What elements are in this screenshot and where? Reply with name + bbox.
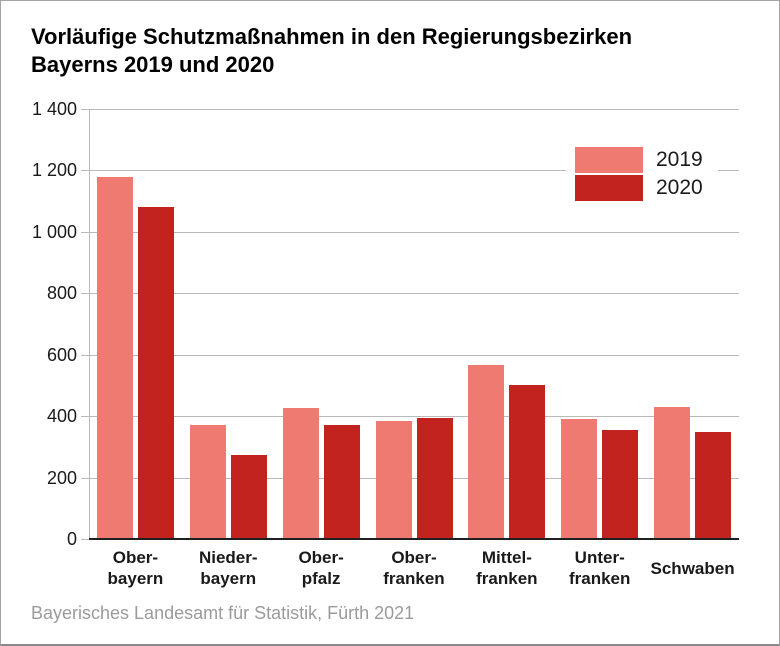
x-axis-label-mittelfranken: Mittel-franken bbox=[460, 545, 553, 591]
gridline bbox=[89, 293, 739, 295]
x-axis-label-oberfranken: Ober-franken bbox=[368, 545, 461, 591]
legend-swatch-2020 bbox=[575, 175, 643, 201]
legend-swatch-2019 bbox=[575, 147, 643, 173]
x-axis-label-line: bayern bbox=[200, 569, 257, 588]
x-axis-label-line: franken bbox=[476, 569, 538, 588]
y-axis-tick-label: 200 bbox=[46, 467, 77, 488]
bar-2020-oberfranken bbox=[416, 417, 453, 539]
gridline bbox=[89, 170, 739, 172]
bar-2020-oberbayern bbox=[137, 207, 174, 539]
y-axis-tick bbox=[81, 231, 89, 233]
bar-2019-oberfranken bbox=[375, 420, 412, 539]
x-axis-label-schwaben: Schwaben bbox=[646, 545, 739, 591]
y-axis-tick-label: 1 000 bbox=[31, 221, 77, 242]
x-axis-label-niederbayern: Nieder-bayern bbox=[182, 545, 275, 591]
x-axis-label-line: Mittel- bbox=[481, 548, 532, 567]
y-axis-tick-label: 1 400 bbox=[31, 99, 77, 119]
y-axis-tick bbox=[81, 416, 89, 418]
x-axis-line bbox=[89, 538, 739, 540]
y-axis-tick-label: 600 bbox=[46, 344, 77, 365]
gridline bbox=[89, 231, 739, 233]
legend-label-2020: 2020 bbox=[656, 176, 703, 199]
bar-2019-schwaben bbox=[654, 406, 691, 539]
x-axis-label-line: bayern bbox=[107, 569, 164, 588]
chart-title: Vorläufige Schutzmaßnahmen in den Regier… bbox=[31, 23, 632, 79]
x-axis-label-line: pfalz bbox=[301, 569, 341, 588]
gridline bbox=[89, 354, 739, 356]
y-axis-tick bbox=[81, 539, 89, 540]
gridline bbox=[89, 416, 739, 418]
bar-2020-unterfranken bbox=[602, 429, 639, 539]
source-note: Bayerisches Landesamt für Statistik, Für… bbox=[31, 603, 415, 623]
bar-2019-oberpfalz bbox=[282, 408, 319, 539]
bar-2020-oberpfalz bbox=[323, 425, 360, 539]
y-axis-tick-label: 800 bbox=[46, 283, 77, 304]
x-axis-label-line: Nieder- bbox=[198, 548, 258, 567]
y-axis-tick-label: 1 200 bbox=[31, 160, 77, 181]
chart-title-line-2: Bayerns 2019 und 2020 bbox=[31, 52, 275, 77]
x-axis-label-line: franken bbox=[568, 569, 631, 588]
y-axis-line bbox=[89, 109, 90, 539]
legend-entry-2019: 2019 bbox=[575, 147, 718, 174]
bar-2019-oberbayern bbox=[96, 176, 133, 539]
bar-2019-mittelfranken bbox=[468, 365, 505, 539]
bar-2020-schwaben bbox=[695, 431, 732, 539]
x-axis-label-unterfranken: Unter-franken bbox=[553, 545, 646, 591]
chart-title-line-1: Vorläufige Schutzmaßnahmen in den Regier… bbox=[31, 24, 633, 49]
y-axis-tick-label: 400 bbox=[46, 406, 77, 427]
y-axis-tick bbox=[81, 477, 89, 479]
legend: 2019 2020 bbox=[566, 140, 718, 208]
bar-2020-niederbayern bbox=[230, 454, 267, 539]
x-axis-label-line: Ober- bbox=[112, 548, 159, 567]
x-axis-label-oberpfalz: Ober-pfalz bbox=[275, 545, 368, 591]
x-axis-label-line: Ober- bbox=[298, 548, 344, 567]
legend-entry-2020: 2020 bbox=[575, 175, 718, 202]
x-axis-label-line: franken bbox=[383, 569, 445, 588]
bar-2019-unterfranken bbox=[561, 419, 598, 539]
bar-2020-mittelfranken bbox=[509, 385, 546, 539]
legend-label-2019: 2019 bbox=[656, 148, 703, 171]
y-axis-tick bbox=[81, 293, 89, 295]
bar-2019-niederbayern bbox=[189, 425, 226, 539]
y-axis-tick bbox=[81, 170, 89, 172]
gridline bbox=[89, 477, 739, 479]
x-axis-label-line: Ober- bbox=[391, 548, 437, 567]
gridline bbox=[89, 109, 739, 110]
y-axis-tick bbox=[81, 109, 89, 110]
x-axis-label-oberbayern: Ober-bayern bbox=[89, 545, 182, 591]
y-axis-tick-label: 0 bbox=[66, 529, 77, 549]
x-axis-label-line: Unter- bbox=[574, 548, 625, 567]
y-axis-tick bbox=[81, 354, 89, 356]
x-axis-label-line: Schwaben bbox=[650, 558, 735, 578]
